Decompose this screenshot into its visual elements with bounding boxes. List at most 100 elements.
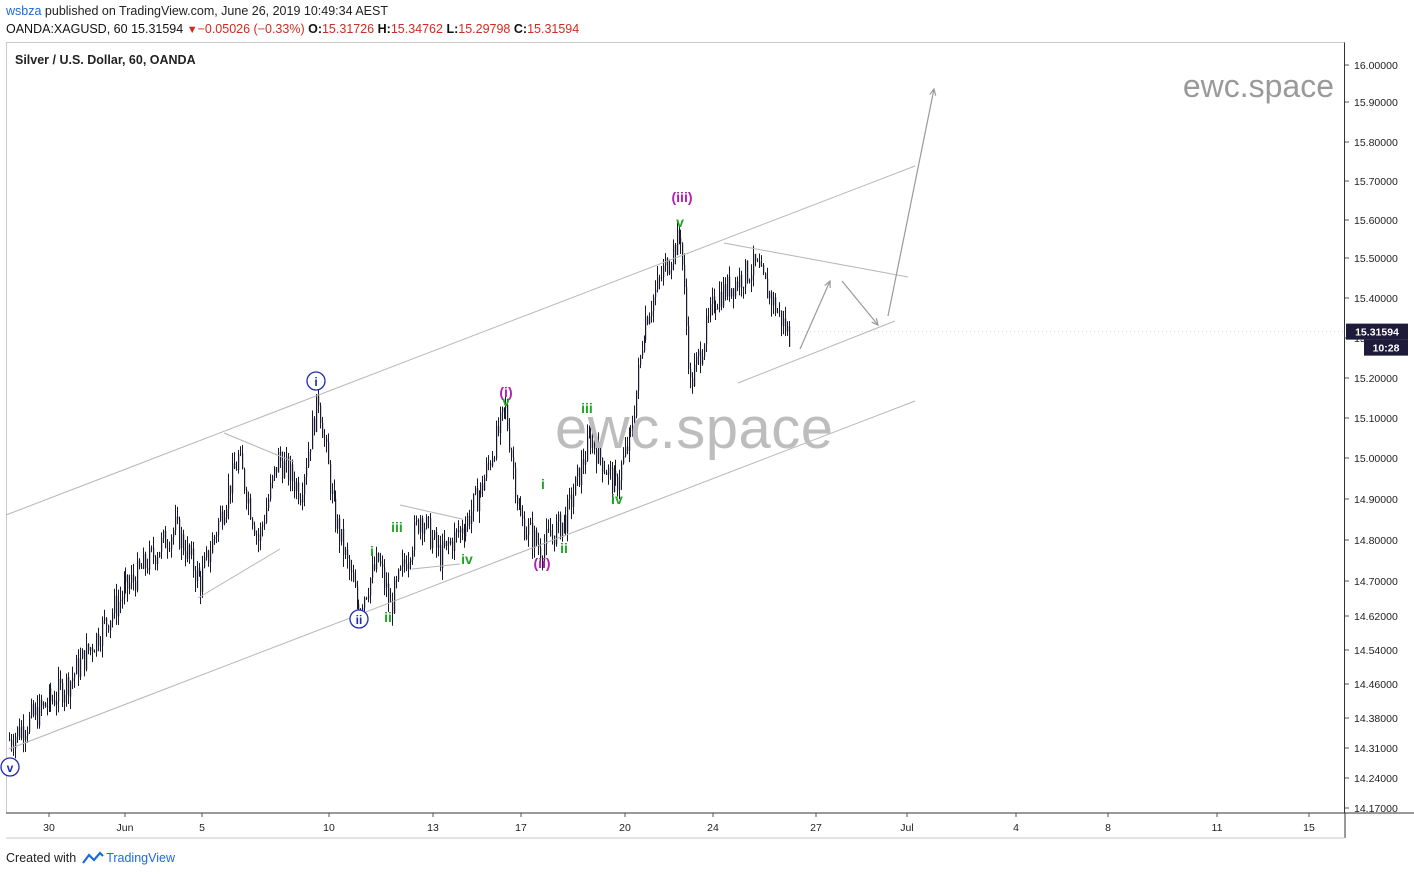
trend-line [223, 432, 295, 463]
candle-body [644, 339, 646, 351]
down-arrow-icon: ▼ [186, 24, 198, 36]
tradingview-link[interactable]: TradingView [106, 851, 175, 865]
candle-body [29, 715, 31, 732]
candle-body [565, 515, 567, 533]
candle-body [312, 418, 314, 450]
candle-body [332, 490, 334, 494]
candle-body [781, 310, 783, 327]
countdown-tag [1364, 339, 1408, 356]
candle-body [72, 677, 74, 682]
candle-body [404, 559, 406, 565]
candle-body [464, 533, 466, 537]
candle-body [462, 528, 464, 534]
y-tick-label: 14.31000 [1354, 743, 1398, 755]
candle-body [577, 467, 579, 477]
candle-body [288, 456, 290, 481]
candle-body [256, 534, 258, 536]
candle-body [496, 425, 498, 459]
candle-body [308, 452, 310, 467]
symbol[interactable]: OANDA:XAGUSD, 60 [6, 22, 128, 36]
candle-body [440, 544, 442, 568]
candle-body [477, 488, 479, 512]
candle-body [204, 557, 206, 568]
candle-body [80, 658, 82, 678]
candle-body [102, 620, 104, 646]
candle-body [96, 633, 98, 652]
candle-body [630, 429, 632, 431]
candle-body [430, 518, 432, 549]
candle-body [167, 547, 169, 549]
candle-body [536, 530, 538, 544]
candle-body [446, 541, 448, 547]
candle-body [116, 595, 118, 617]
candle-body [763, 265, 765, 274]
candle-body [562, 522, 564, 538]
projection-arrow [799, 280, 831, 350]
candle-body [153, 547, 155, 558]
candle-body [490, 463, 492, 466]
candle-body [454, 532, 456, 551]
candle-body [600, 441, 602, 459]
candle-body [645, 317, 647, 340]
candle-body [573, 495, 575, 507]
candle-body [282, 461, 284, 478]
arrow-head [929, 87, 937, 96]
candle-body [733, 288, 735, 297]
candle-body [357, 586, 359, 605]
candle-body [737, 281, 739, 288]
candle-body [226, 508, 228, 518]
candle-body [684, 264, 686, 288]
x-tick-label: 17 [515, 822, 527, 834]
candle-body [651, 311, 653, 317]
candle-body [731, 288, 733, 297]
candle-body [94, 651, 96, 653]
wave-label: iv [611, 491, 623, 507]
candle-body [473, 493, 475, 512]
candle-body [37, 706, 39, 726]
candle-body [581, 459, 583, 485]
candle-body [335, 498, 337, 529]
x-tick-label: 8 [1105, 822, 1111, 834]
candle-body [787, 326, 789, 332]
candle-body [492, 458, 494, 466]
candle-body [234, 463, 236, 469]
candle-body [270, 482, 272, 500]
candle-body [58, 678, 60, 702]
candle-body [260, 526, 262, 542]
author-link[interactable]: wsbza [6, 4, 42, 18]
candle-body [513, 457, 515, 468]
candle-body [520, 507, 522, 516]
candle-body [627, 446, 629, 451]
candle-body [88, 643, 90, 651]
candle-body [372, 564, 374, 579]
candle-body [757, 260, 759, 262]
candle-body [254, 525, 256, 535]
candle-body [45, 702, 47, 708]
candle-body [355, 581, 357, 587]
candle-body [244, 469, 246, 490]
candle-body [714, 296, 716, 311]
candle-body [114, 595, 116, 614]
candle-body [232, 463, 234, 494]
y-tick-label: 15.70000 [1354, 176, 1398, 188]
candle-body [15, 736, 17, 749]
candle-body [475, 488, 477, 494]
chart-area[interactable] [6, 42, 1345, 813]
y-tick-label: 14.90000 [1354, 494, 1398, 506]
candle-body [242, 453, 244, 470]
candle-body [479, 493, 481, 512]
x-tick-label: 15 [1303, 822, 1315, 834]
change: −0.05026 (−0.33%) [197, 22, 305, 36]
candle-body [673, 245, 675, 265]
candle-body [696, 356, 698, 365]
publish-text: published on TradingView.com, June 26, 2… [41, 4, 388, 18]
wave-label: ii [560, 540, 568, 556]
candle-body [571, 494, 573, 507]
candle-body [434, 532, 436, 538]
candle-body [322, 422, 324, 438]
arrow-head [824, 279, 831, 289]
candle-body [100, 645, 102, 647]
candle-body [110, 620, 112, 631]
candle-body [238, 454, 240, 470]
